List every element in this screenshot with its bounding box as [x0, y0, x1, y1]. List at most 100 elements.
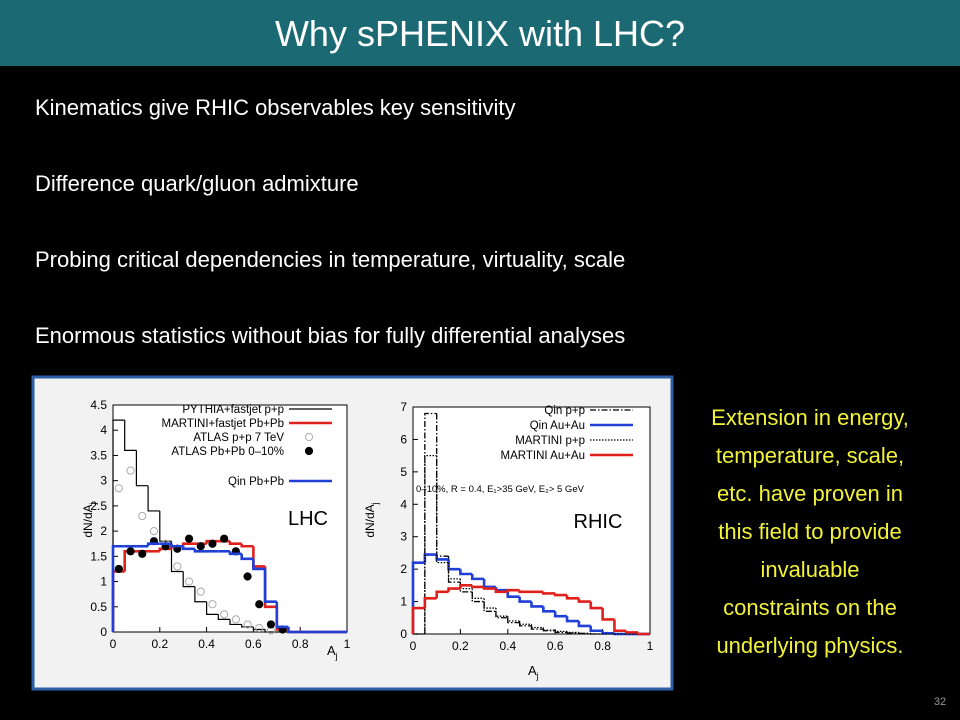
data-point — [126, 547, 135, 556]
legend-label: Qin Au+Au — [530, 420, 585, 432]
histogram-step — [578, 632, 591, 635]
x-tick-label: 1 — [647, 639, 654, 653]
histogram-step — [435, 554, 449, 561]
y-axis-label-sub: j — [370, 502, 380, 505]
y-tick-label: 0 — [100, 625, 107, 639]
histogram-step — [111, 544, 125, 632]
histogram-step — [530, 601, 544, 608]
histogram-step — [159, 510, 172, 542]
x-tick-label: 0.2 — [151, 637, 168, 651]
histogram-step — [147, 485, 160, 512]
histogram-step — [228, 551, 242, 556]
title: Why sPHENIX with LHC? — [275, 13, 685, 54]
y-tick-label: 1 — [100, 575, 107, 589]
y-tick-label: 5 — [400, 465, 407, 479]
histogram-step — [589, 625, 603, 633]
data-point — [138, 511, 147, 521]
x-axis-label-sub: j — [335, 651, 338, 661]
x-axis-label: Aj — [528, 663, 539, 681]
histogram-step — [447, 562, 461, 580]
side-text: this field to provide — [718, 519, 901, 544]
x-tick-label: 0.8 — [292, 637, 309, 651]
histogram-step — [506, 588, 520, 592]
histogram-step — [264, 629, 277, 633]
histogram-step — [636, 632, 650, 636]
histogram-step — [275, 601, 289, 629]
data-point — [196, 542, 205, 551]
y-tick-label: 4 — [100, 423, 107, 437]
histogram-step — [206, 601, 219, 615]
x-tick-label: 0 — [410, 639, 417, 653]
histogram-step — [228, 541, 242, 546]
histogram-step — [482, 586, 496, 590]
histogram-step — [252, 626, 266, 631]
histogram-step — [194, 586, 207, 603]
histogram-step — [494, 588, 508, 594]
header-bar — [0, 0, 960, 66]
x-tick-label: 0.8 — [594, 639, 611, 653]
y-tick-label: 0 — [400, 627, 407, 641]
histogram-step — [507, 616, 520, 622]
histogram-step — [565, 616, 579, 623]
data-point — [243, 620, 252, 629]
side-text: constraints on the — [723, 595, 897, 620]
histogram-step — [193, 548, 207, 553]
histogram-step — [436, 455, 449, 564]
y-tick-label: 3 — [400, 530, 407, 544]
histogram-step — [519, 621, 532, 625]
histogram-step — [542, 606, 556, 613]
plot-annotation: LHC — [288, 508, 328, 530]
data-point — [149, 527, 159, 536]
histogram-step — [240, 543, 254, 548]
histogram-step — [553, 593, 568, 597]
side-text: Extension in energy, — [711, 405, 909, 430]
x-axis-label-main: A — [528, 663, 537, 678]
histogram-step — [601, 608, 615, 621]
x-tick-label: 0.4 — [499, 639, 516, 653]
histogram-step — [263, 568, 277, 604]
histogram-step — [471, 588, 485, 599]
data-point — [255, 623, 264, 633]
histogram-step — [590, 633, 603, 635]
histogram-step — [470, 585, 485, 589]
side-text: etc. have proven in — [717, 481, 903, 506]
bullet: Probing critical dependencies in tempera… — [35, 247, 625, 272]
histogram-step — [241, 624, 254, 628]
histogram-step — [542, 627, 556, 631]
histogram-step — [554, 630, 568, 633]
histogram-step — [565, 595, 579, 600]
histogram-step — [424, 454, 437, 634]
data-point — [114, 564, 123, 574]
histogram-step — [589, 601, 603, 610]
histogram-step — [181, 546, 195, 551]
data-point — [126, 466, 135, 475]
data-point — [243, 572, 252, 581]
histogram-step — [182, 571, 195, 588]
histogram-step — [124, 420, 137, 451]
legend-label: ATLAS Pb+Pb 0–10% — [171, 446, 284, 458]
histogram-step — [518, 590, 532, 594]
x-axis-label: Aj — [327, 643, 338, 661]
histogram-step — [287, 626, 301, 634]
histogram-step — [217, 614, 230, 620]
plot-frame — [412, 406, 651, 635]
x-tick-label: 1 — [344, 637, 351, 651]
histogram-step — [240, 553, 254, 561]
data-point — [184, 534, 194, 543]
data-point — [220, 610, 229, 619]
histogram-step — [447, 587, 461, 592]
histogram-step — [553, 611, 568, 618]
side-text: underlying physics. — [716, 633, 903, 658]
data-point — [184, 577, 194, 586]
bullet: Kinematics give RHIC observables key sen… — [35, 95, 516, 120]
x-tick-label: 0.4 — [198, 637, 215, 651]
legend-marker — [304, 432, 314, 442]
legend-label: PYTHIA+fastjet p+p — [182, 404, 284, 416]
y-tick-label: 3 — [100, 474, 107, 488]
data-point — [138, 549, 147, 558]
data-point — [266, 620, 276, 629]
legend-label: ATLAS p+p 7 TeV — [193, 432, 284, 444]
y-tick-label: 2 — [100, 524, 107, 538]
